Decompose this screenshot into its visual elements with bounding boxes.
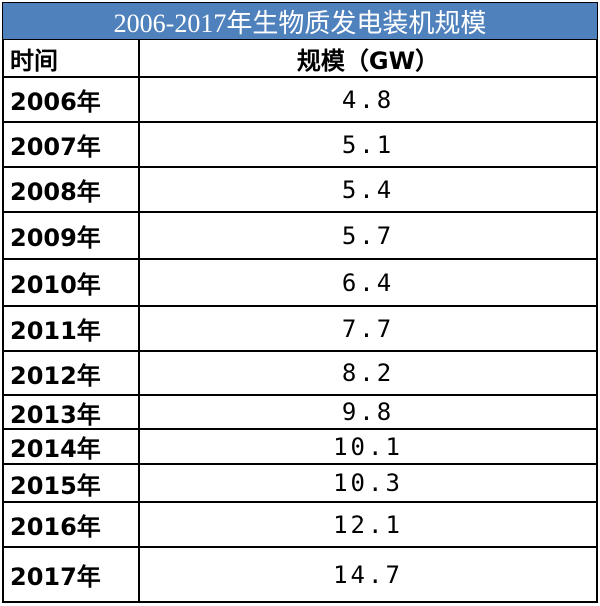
value-cell: 12.1 xyxy=(140,503,598,548)
year-cell: 2013年 xyxy=(2,396,140,430)
value-cell: 4.8 xyxy=(140,78,598,123)
year-cell: 2009年 xyxy=(2,213,140,260)
value-cell: 5.7 xyxy=(140,213,598,260)
year-cell: 2010年 xyxy=(2,260,140,307)
year-cell: 2008年 xyxy=(2,168,140,213)
header-cell: 时间 xyxy=(2,40,140,78)
year-cell: 2007年 xyxy=(2,123,140,168)
value-cell: 10.3 xyxy=(140,465,598,503)
year-cell: 2015年 xyxy=(2,465,140,503)
value-cell: 6.4 xyxy=(140,260,598,307)
year-cell: 2014年 xyxy=(2,430,140,465)
table-title: 2006-2017年生物质发电装机规模 xyxy=(2,2,598,40)
year-cell: 2006年 xyxy=(2,78,140,123)
year-cell: 2017年 xyxy=(2,548,140,603)
value-cell: 9.8 xyxy=(140,396,598,430)
value-cell: 5.4 xyxy=(140,168,598,213)
year-cell: 2011年 xyxy=(2,307,140,352)
value-cell: 5.1 xyxy=(140,123,598,168)
value-cell: 7.7 xyxy=(140,307,598,352)
header-cell: 规模（GW） xyxy=(140,40,598,78)
value-cell: 8.2 xyxy=(140,352,598,396)
year-cell: 2012年 xyxy=(2,352,140,396)
value-cell: 14.7 xyxy=(140,548,598,603)
value-cell: 10.1 xyxy=(140,430,598,465)
year-cell: 2016年 xyxy=(2,503,140,548)
